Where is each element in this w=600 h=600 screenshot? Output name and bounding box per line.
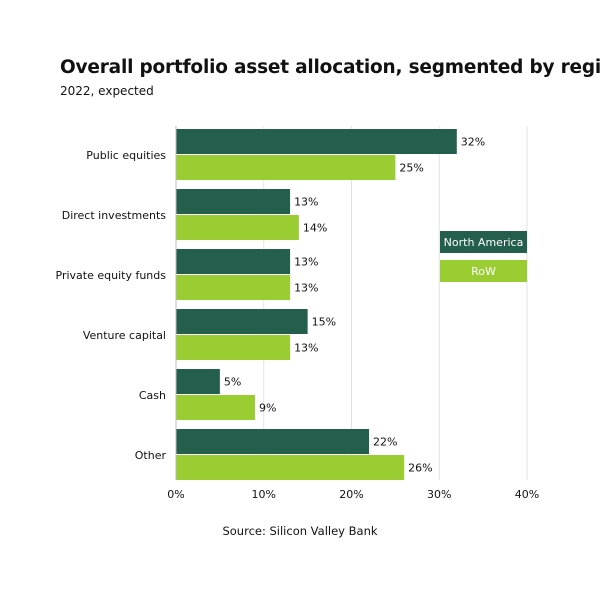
- category-label: Public equities: [86, 149, 166, 162]
- data-label: 13%: [294, 256, 318, 269]
- chart-source: Source: Silicon Valley Bank: [222, 524, 378, 538]
- x-tick-label: 20%: [339, 488, 363, 501]
- x-tick-label: 30%: [427, 488, 451, 501]
- bar: [176, 309, 308, 334]
- bar: [176, 275, 291, 300]
- chart-title: Overall portfolio asset allocation, segm…: [60, 57, 600, 78]
- legend-label: North America: [444, 236, 524, 249]
- data-label: 5%: [224, 376, 241, 389]
- bar: [176, 335, 291, 360]
- data-label: 25%: [399, 162, 423, 175]
- bar: [176, 129, 457, 154]
- bar: [176, 249, 291, 274]
- data-label: 9%: [259, 402, 276, 415]
- category-label: Other: [135, 449, 167, 462]
- legend-swatch: [440, 231, 527, 253]
- bar: [176, 455, 405, 480]
- bar: [176, 155, 396, 180]
- bar: [176, 369, 220, 394]
- category-label: Venture capital: [83, 329, 166, 342]
- data-label: 22%: [373, 436, 397, 449]
- legend-swatch: [440, 260, 527, 282]
- x-tick-label: 40%: [515, 488, 539, 501]
- data-label: 26%: [408, 462, 432, 475]
- data-label: 15%: [312, 316, 336, 329]
- category-label: Direct investments: [62, 209, 167, 222]
- data-label: 13%: [294, 282, 318, 295]
- chart-subtitle: 2022, expected: [60, 84, 154, 98]
- bar: [176, 189, 291, 214]
- data-label: 32%: [461, 136, 485, 149]
- bar: [176, 395, 255, 420]
- x-tick-label: 10%: [252, 488, 276, 501]
- data-label: 13%: [294, 196, 318, 209]
- category-label: Cash: [139, 389, 166, 402]
- data-label: 13%: [294, 342, 318, 355]
- bar: [176, 429, 370, 454]
- data-label: 14%: [303, 222, 327, 235]
- legend-label: RoW: [471, 265, 496, 278]
- x-tick-label: 0%: [167, 488, 184, 501]
- category-label: Private equity funds: [56, 269, 167, 282]
- bar: [176, 215, 299, 240]
